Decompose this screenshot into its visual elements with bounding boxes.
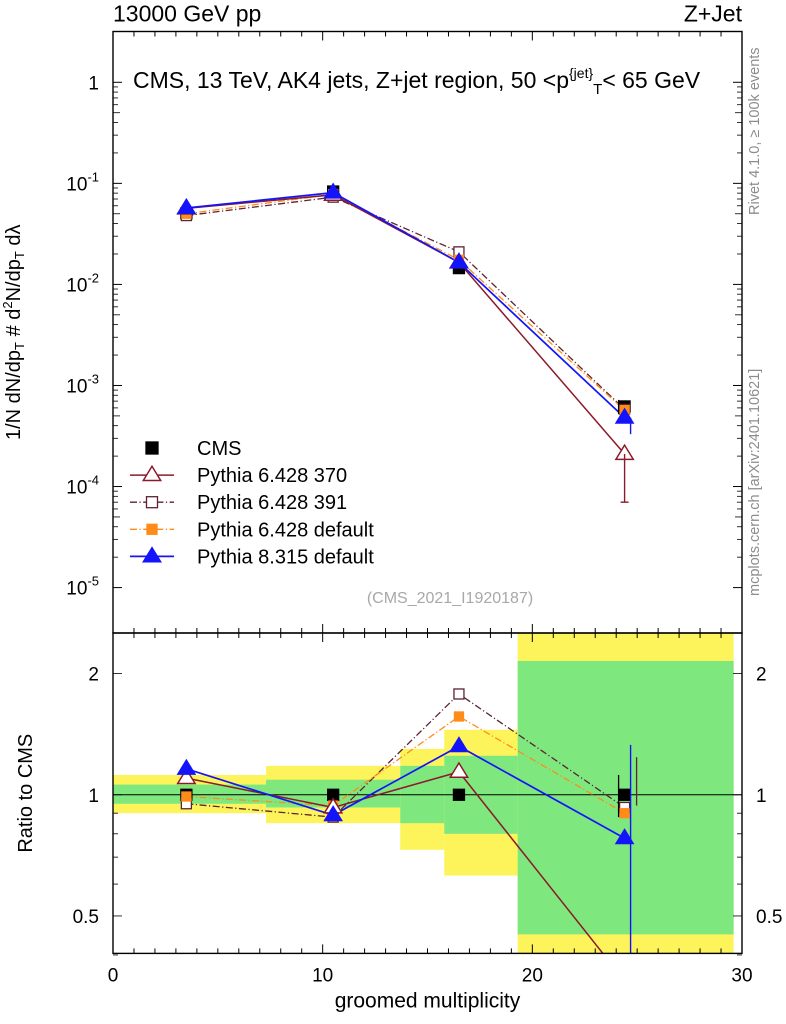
svg-text:Pythia 6.428 default: Pythia 6.428 default [197, 519, 374, 541]
svg-text:0.5: 0.5 [73, 907, 99, 928]
svg-text:30: 30 [731, 965, 752, 986]
svg-text:1: 1 [88, 73, 99, 94]
svg-text:Z+Jet: Z+Jet [684, 1, 743, 27]
svg-text:0.5: 0.5 [756, 907, 782, 928]
svg-text:Ratio to CMS: Ratio to CMS [15, 734, 37, 853]
svg-text:groomed multiplicity: groomed multiplicity [335, 989, 521, 1012]
svg-text:2: 2 [756, 665, 767, 686]
svg-text:2: 2 [88, 665, 99, 686]
svg-text:Pythia 6.428 391: Pythia 6.428 391 [197, 492, 347, 514]
svg-text:10: 10 [312, 965, 333, 986]
svg-text:(CMS_2021_I1920187): (CMS_2021_I1920187) [367, 590, 533, 607]
svg-text:Pythia 8.315 default: Pythia 8.315 default [197, 546, 374, 568]
svg-text:CMS: CMS [197, 438, 241, 460]
svg-text:20: 20 [522, 965, 543, 986]
svg-text:1: 1 [756, 786, 767, 807]
svg-text:0: 0 [108, 965, 119, 986]
svg-text:13000 GeV pp: 13000 GeV pp [113, 1, 261, 27]
svg-text:mcplots.cern.ch [arXiv:2401.10: mcplots.cern.ch [arXiv:2401.10621] [747, 369, 763, 596]
svg-text:Pythia 6.428 370: Pythia 6.428 370 [197, 465, 347, 487]
svg-text:1: 1 [88, 786, 99, 807]
svg-text:Rivet 4.1.0, ≥ 100k events: Rivet 4.1.0, ≥ 100k events [747, 47, 763, 215]
